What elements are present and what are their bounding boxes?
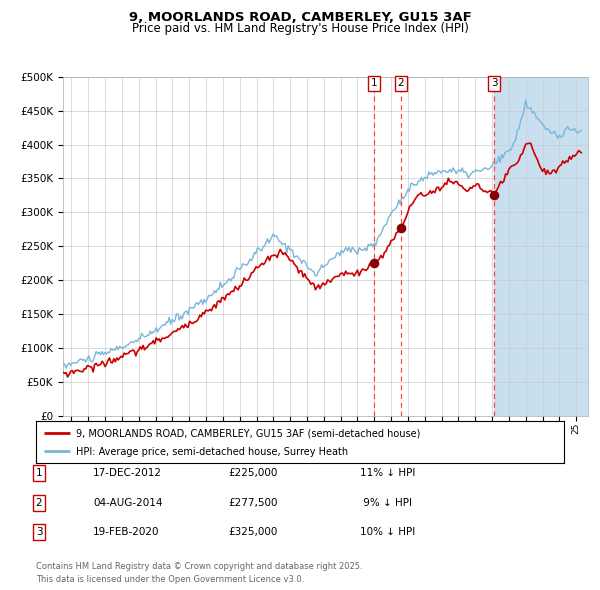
Text: 9, MOORLANDS ROAD, CAMBERLEY, GU15 3AF: 9, MOORLANDS ROAD, CAMBERLEY, GU15 3AF bbox=[128, 11, 472, 24]
Text: 1: 1 bbox=[370, 78, 377, 88]
Text: Price paid vs. HM Land Registry's House Price Index (HPI): Price paid vs. HM Land Registry's House … bbox=[131, 22, 469, 35]
Text: 17-DEC-2012: 17-DEC-2012 bbox=[93, 468, 162, 478]
Text: 1: 1 bbox=[35, 468, 43, 478]
Point bbox=[396, 223, 406, 232]
Text: This data is licensed under the Open Government Licence v3.0.: This data is licensed under the Open Gov… bbox=[36, 575, 304, 584]
Text: 11% ↓ HPI: 11% ↓ HPI bbox=[360, 468, 415, 478]
Text: £325,000: £325,000 bbox=[228, 527, 277, 537]
Text: HPI: Average price, semi-detached house, Surrey Heath: HPI: Average price, semi-detached house,… bbox=[76, 447, 348, 457]
Point bbox=[369, 258, 379, 268]
Text: 2: 2 bbox=[398, 78, 404, 88]
Text: £277,500: £277,500 bbox=[228, 498, 277, 507]
Text: Contains HM Land Registry data © Crown copyright and database right 2025.: Contains HM Land Registry data © Crown c… bbox=[36, 562, 362, 571]
Text: 04-AUG-2014: 04-AUG-2014 bbox=[93, 498, 163, 507]
Point bbox=[490, 191, 499, 200]
Text: 9, MOORLANDS ROAD, CAMBERLEY, GU15 3AF (semi-detached house): 9, MOORLANDS ROAD, CAMBERLEY, GU15 3AF (… bbox=[76, 428, 420, 438]
Bar bbox=[494, 77, 588, 416]
Text: 3: 3 bbox=[491, 78, 497, 88]
Text: 19-FEB-2020: 19-FEB-2020 bbox=[93, 527, 160, 537]
Text: 2: 2 bbox=[35, 498, 43, 507]
Text: 9% ↓ HPI: 9% ↓ HPI bbox=[360, 498, 412, 507]
Text: 10% ↓ HPI: 10% ↓ HPI bbox=[360, 527, 415, 537]
Text: £225,000: £225,000 bbox=[228, 468, 277, 478]
Text: 3: 3 bbox=[35, 527, 43, 537]
